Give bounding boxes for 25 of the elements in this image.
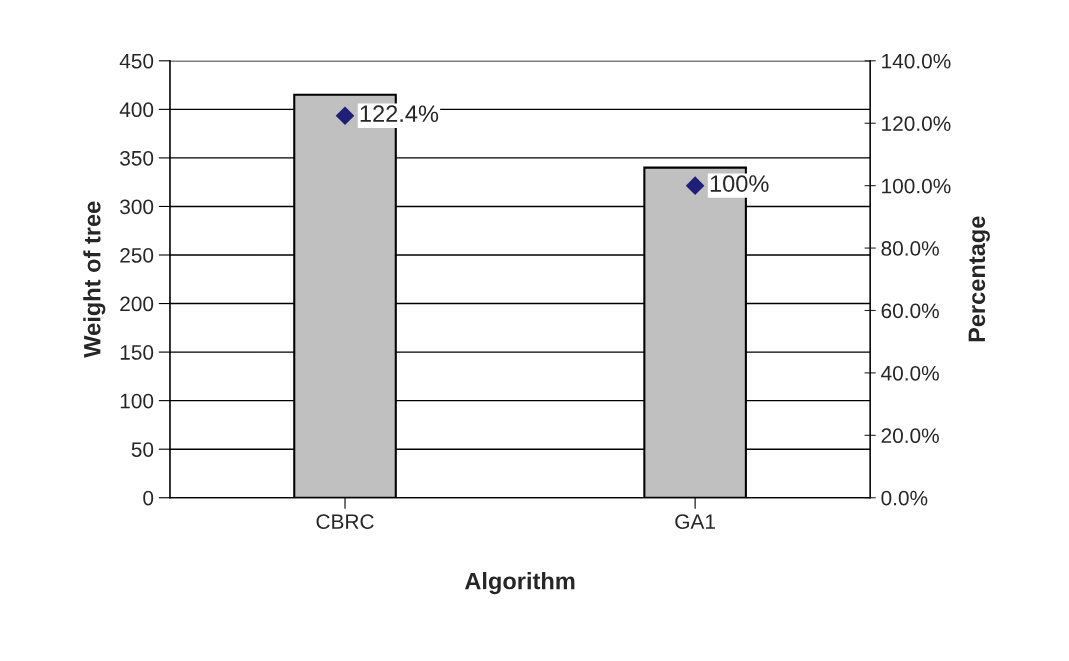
data-label: 100% [710,175,769,192]
y2-tick-label: 80.0% [881,241,939,256]
y2-tick-label: 100.0% [882,178,951,194]
y-tick-label: 450 [119,53,154,69]
y-tick-label: 0 [143,490,154,506]
x-axis-title: Algorithm [464,572,575,595]
y-tick-label: 50 [131,442,154,457]
y2-tick-label: 0.0% [881,490,928,506]
y-tick-label: 150 [120,345,154,360]
y-tick-label: 100 [120,393,154,409]
y2-tick-label: 20.0% [881,428,939,444]
y2-tick-label: 120.0% [882,116,951,131]
y-tick-label: 300 [120,199,154,215]
data-label: 122.4% [360,105,439,122]
y-tick-label: 400 [119,102,154,118]
x-tick-label: CBRC [316,514,374,530]
y-tick-label: 200 [120,296,154,312]
y2-axis-title: Percentage [968,216,990,342]
y2-tick-label: 60.0% [881,303,939,319]
y2-tick-label: 140.0% [882,53,951,69]
y2-tick-label: 40.0% [881,365,939,381]
y-axis-title: Weight of tree [83,201,106,358]
y-tick-label: 350 [120,150,154,166]
x-tick-label: GA1 [675,514,715,530]
y-tick-label: 250 [120,248,154,263]
